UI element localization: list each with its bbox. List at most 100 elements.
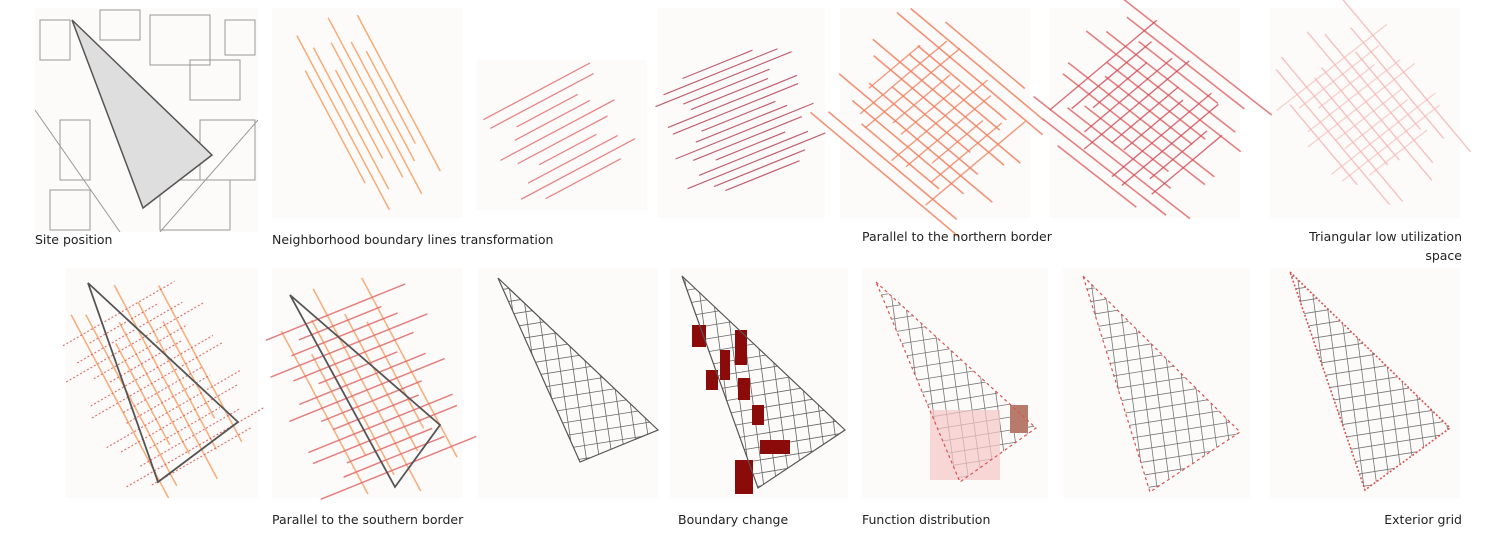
zone (735, 330, 747, 365)
line (517, 115, 608, 165)
line (905, 94, 992, 168)
line (62, 280, 175, 347)
line (320, 435, 477, 500)
panel-bg (272, 268, 462, 498)
lines (265, 277, 477, 500)
line (859, 40, 948, 115)
line (1341, 104, 1440, 182)
line (137, 301, 218, 450)
line (149, 407, 221, 449)
line (85, 314, 178, 487)
line (683, 68, 770, 105)
line (139, 407, 241, 467)
line (538, 133, 597, 166)
line (1280, 56, 1404, 202)
line (1104, 75, 1193, 145)
line (1318, 63, 1375, 109)
zone (1010, 405, 1028, 433)
lines (1275, 0, 1472, 206)
line (1126, 16, 1245, 110)
line (925, 120, 1026, 206)
line (1067, 61, 1215, 178)
line (910, 7, 1045, 122)
building (39, 19, 71, 61)
line (944, 21, 1026, 90)
line (675, 102, 814, 160)
line (293, 331, 414, 382)
line (1071, 41, 1152, 110)
line (304, 70, 366, 184)
line (860, 123, 940, 190)
line (545, 158, 622, 200)
line (91, 341, 223, 419)
line (655, 51, 792, 108)
line (864, 47, 961, 129)
line (1324, 33, 1434, 164)
line (151, 427, 251, 486)
panel-bg (670, 268, 848, 498)
line (1123, 99, 1184, 151)
lines (1033, 0, 1273, 220)
caption: Parallel to the northern border (862, 229, 1053, 244)
zone (706, 370, 718, 390)
line (868, 44, 921, 89)
line (1354, 51, 1422, 131)
street (159, 119, 258, 232)
line (520, 138, 636, 200)
line (682, 49, 753, 80)
lines (655, 48, 826, 192)
line (1298, 45, 1380, 109)
line (1083, 57, 1173, 133)
caption: Function distribution (862, 512, 990, 527)
line (126, 406, 266, 488)
line (106, 369, 242, 449)
line (1149, 130, 1208, 180)
line (483, 62, 591, 121)
line (76, 301, 183, 364)
building (159, 179, 231, 231)
caption: Site position (35, 232, 112, 247)
line (1057, 145, 1137, 208)
line (1049, 19, 1158, 111)
panel-bg (1270, 8, 1460, 218)
line (1276, 23, 1388, 112)
outline (1082, 275, 1241, 493)
zone (735, 460, 753, 494)
line (1138, 40, 1219, 105)
line (365, 50, 417, 144)
building (224, 19, 256, 56)
line (695, 104, 788, 143)
building (149, 14, 211, 66)
line (838, 73, 993, 203)
zone (692, 325, 706, 347)
line (1121, 103, 1219, 186)
line (356, 14, 441, 172)
line (1083, 60, 1190, 150)
caption: Parallel to the southern border (272, 512, 464, 527)
line (334, 69, 384, 159)
line (896, 11, 1044, 136)
line (667, 74, 798, 129)
line (1331, 92, 1436, 175)
line (1306, 31, 1433, 181)
line (1342, 0, 1472, 153)
line (868, 82, 979, 176)
building (49, 189, 91, 231)
line (327, 17, 423, 195)
line (690, 77, 769, 111)
line (1350, 27, 1445, 139)
line (809, 111, 960, 238)
line (1314, 77, 1389, 166)
line (65, 301, 205, 383)
line (1275, 68, 1391, 206)
line (1334, 88, 1403, 142)
line (1105, 30, 1236, 133)
panel-bg (1270, 268, 1460, 498)
line (1321, 67, 1400, 161)
line (1307, 59, 1401, 133)
line (291, 312, 398, 357)
caption: Triangular low utilization (1308, 229, 1462, 244)
line (296, 35, 391, 211)
line (701, 100, 776, 132)
